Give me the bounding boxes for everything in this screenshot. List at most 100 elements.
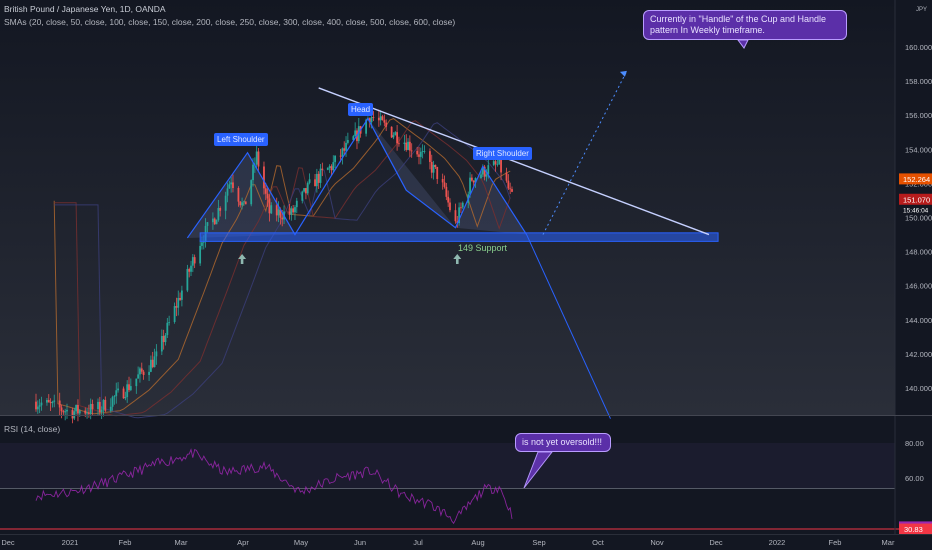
candle-body — [509, 188, 512, 190]
candle-body — [396, 132, 399, 144]
rsi-tick-label: 60.00 — [905, 474, 924, 483]
candle-body — [308, 179, 311, 183]
price-pane-background — [0, 0, 895, 415]
trendline — [318, 87, 710, 236]
last-price-badge: 151.070 — [903, 195, 930, 204]
candle-body — [89, 403, 92, 414]
candle-body — [306, 182, 309, 194]
candle-body — [226, 188, 229, 196]
candle-body — [142, 371, 145, 375]
rsi-callout[interactable]: is not yet oversold!!! — [515, 433, 611, 452]
candle-body — [472, 180, 475, 183]
last-price-badge-bg — [899, 193, 932, 205]
candle-body — [346, 140, 349, 143]
candle-body — [496, 164, 499, 165]
candle-body — [206, 222, 209, 226]
price-tick-label: 156.000 — [905, 111, 932, 120]
candle-body — [385, 122, 388, 127]
time-tick-label: Apr — [237, 538, 249, 547]
candle-body — [212, 218, 214, 223]
time-tick-label: Mar — [882, 538, 895, 547]
up-arrow-icon — [238, 254, 247, 265]
sma-line — [53, 118, 511, 415]
time-tick-label: Jun — [354, 538, 366, 547]
candle-body — [292, 208, 295, 213]
candle-body — [87, 412, 90, 414]
candle-body — [279, 209, 282, 218]
candle-body — [190, 265, 192, 272]
candle-body — [315, 173, 318, 187]
projection-up-arrowhead — [619, 70, 627, 77]
rsi-legend: RSI (14, close) — [4, 424, 61, 434]
pattern-fill — [455, 166, 527, 235]
candle-body — [102, 399, 105, 410]
time-tick-label: Sep — [532, 538, 545, 547]
candle-body — [62, 411, 65, 413]
projection-down-line — [526, 234, 611, 419]
candle-body — [461, 202, 464, 208]
callout-pointer — [737, 39, 749, 49]
candle-body — [390, 126, 393, 138]
candle-body — [326, 167, 329, 170]
candle-body — [370, 117, 373, 123]
candle-body — [113, 396, 116, 397]
time-tick-label: Nov — [650, 538, 664, 547]
candle-body — [117, 388, 119, 391]
candle-body — [71, 409, 74, 419]
highlight-price-badge-bg — [899, 173, 932, 185]
rsi-tick-label: 80.00 — [905, 439, 924, 448]
candle-body — [321, 168, 324, 170]
time-tick-label: Mar — [175, 538, 188, 547]
candle-body — [368, 118, 371, 123]
candle-body — [295, 200, 298, 208]
head-label[interactable]: Head — [348, 103, 374, 116]
candle-body — [419, 151, 422, 157]
time-tick-label: May — [294, 538, 308, 547]
candle-body — [303, 188, 305, 192]
cup-handle-callout[interactable]: Currently in "Handle" of the Cup and Han… — [643, 10, 847, 40]
candle-body — [148, 371, 150, 375]
price-tick-label: 142.000 — [905, 350, 932, 359]
candle-body — [122, 388, 125, 399]
right-shoulder-label[interactable]: Right Shoulder — [473, 147, 532, 160]
time-tick-label: Oct — [592, 538, 605, 547]
candle-body — [135, 378, 138, 387]
candle-body — [485, 174, 488, 177]
candle-body — [263, 166, 265, 189]
price-unit-label: JPY — [916, 7, 927, 13]
support-label: 149 Support — [458, 243, 508, 253]
time-tick-label: 2021 — [62, 538, 79, 547]
candle-body — [449, 202, 451, 211]
candle-body — [264, 188, 267, 194]
candle-body — [241, 202, 243, 206]
candle-body — [188, 269, 191, 272]
candle-body — [341, 148, 344, 157]
candle-body — [498, 157, 501, 165]
candle-body — [345, 142, 347, 151]
candle-body — [149, 359, 152, 372]
left-shoulder-label[interactable]: Left Shoulder — [214, 133, 268, 146]
candle-body — [60, 407, 63, 412]
candle-body — [511, 189, 513, 192]
candle-body — [392, 135, 395, 138]
candle-body — [115, 390, 118, 397]
candle-body — [111, 396, 114, 407]
candle-body — [155, 351, 158, 357]
candle-body — [407, 141, 409, 150]
price-tick-label: 146.000 — [905, 282, 932, 291]
candle-body — [487, 165, 490, 175]
candle-body — [250, 180, 253, 205]
candle-body — [317, 173, 320, 183]
candle-body — [268, 198, 271, 214]
candle-body — [168, 322, 171, 323]
candle-body — [379, 116, 382, 121]
candle-body — [410, 150, 413, 152]
candle-body — [232, 182, 234, 189]
candle-body — [319, 168, 322, 183]
candle-body — [126, 384, 129, 398]
candle-body — [35, 401, 37, 410]
candle-body — [394, 132, 397, 136]
candle-body — [38, 405, 41, 407]
candle-body — [53, 400, 56, 402]
